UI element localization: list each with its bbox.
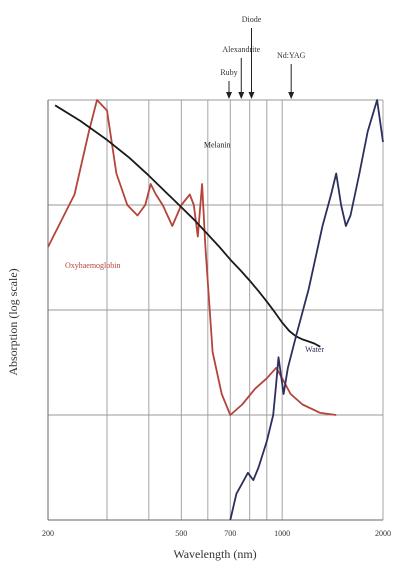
nd-yag-label: Nd:YAG <box>277 51 306 60</box>
labels: Wavelength (nm) Absorption (log scale) 2… <box>6 140 391 561</box>
grid <box>47 99 384 521</box>
x-tick-label: 500 <box>175 529 187 538</box>
oxyhaemoglobin-label: Oxyhaemoglobin <box>65 261 121 270</box>
x-axis-label: Wavelength (nm) <box>173 547 256 561</box>
ruby-arrow-icon <box>226 92 233 99</box>
alexandrite-label: Alexandrite <box>222 45 260 54</box>
x-tick-label: 700 <box>224 529 236 538</box>
series-layer <box>47 99 384 521</box>
melanin-label: Melanin <box>204 140 231 149</box>
x-tick-label: 2000 <box>375 529 391 538</box>
oxyhaemoglobin-line <box>47 99 337 416</box>
x-tick-label: 200 <box>42 529 54 538</box>
water-label: Water <box>305 345 324 354</box>
ruby-label: Ruby <box>220 68 237 77</box>
alexandrite-arrow-icon <box>238 92 245 99</box>
water-line <box>229 99 384 521</box>
x-tick-label: 1000 <box>274 529 290 538</box>
nd-yag-arrow-icon <box>288 92 295 99</box>
diode-label: Diode <box>242 15 262 24</box>
y-axis-label: Absorption (log scale) <box>6 268 20 375</box>
laser-markers: Ruby Alexandrite Diode Nd:YAG <box>220 15 306 99</box>
melanin-line <box>54 104 321 348</box>
diode-arrow-icon <box>248 92 255 99</box>
